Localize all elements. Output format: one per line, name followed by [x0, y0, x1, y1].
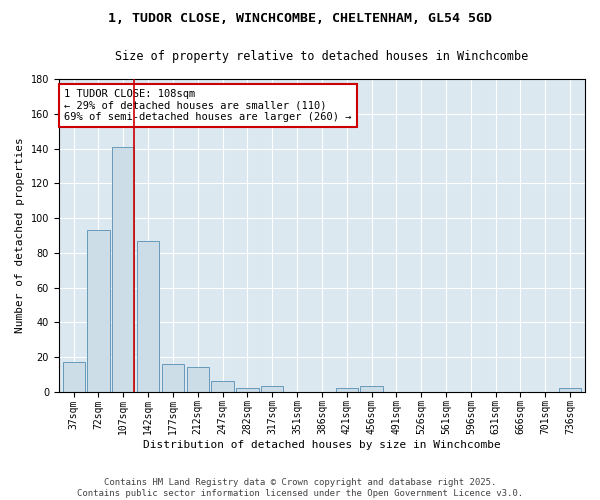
Bar: [236, 388, 259, 392]
Bar: [187, 368, 209, 392]
Text: 1, TUDOR CLOSE, WINCHCOMBE, CHELTENHAM, GL54 5GD: 1, TUDOR CLOSE, WINCHCOMBE, CHELTENHAM, …: [108, 12, 492, 26]
X-axis label: Distribution of detached houses by size in Winchcombe: Distribution of detached houses by size …: [143, 440, 501, 450]
Bar: [211, 381, 234, 392]
Bar: [62, 362, 85, 392]
Bar: [261, 386, 283, 392]
Bar: [335, 388, 358, 392]
Text: Contains HM Land Registry data © Crown copyright and database right 2025.
Contai: Contains HM Land Registry data © Crown c…: [77, 478, 523, 498]
Bar: [112, 147, 134, 392]
Y-axis label: Number of detached properties: Number of detached properties: [15, 138, 25, 334]
Bar: [162, 364, 184, 392]
Title: Size of property relative to detached houses in Winchcombe: Size of property relative to detached ho…: [115, 50, 529, 63]
Bar: [137, 240, 160, 392]
Bar: [88, 230, 110, 392]
Bar: [361, 386, 383, 392]
Bar: [559, 388, 581, 392]
Text: 1 TUDOR CLOSE: 108sqm
← 29% of detached houses are smaller (110)
69% of semi-det: 1 TUDOR CLOSE: 108sqm ← 29% of detached …: [64, 89, 352, 122]
